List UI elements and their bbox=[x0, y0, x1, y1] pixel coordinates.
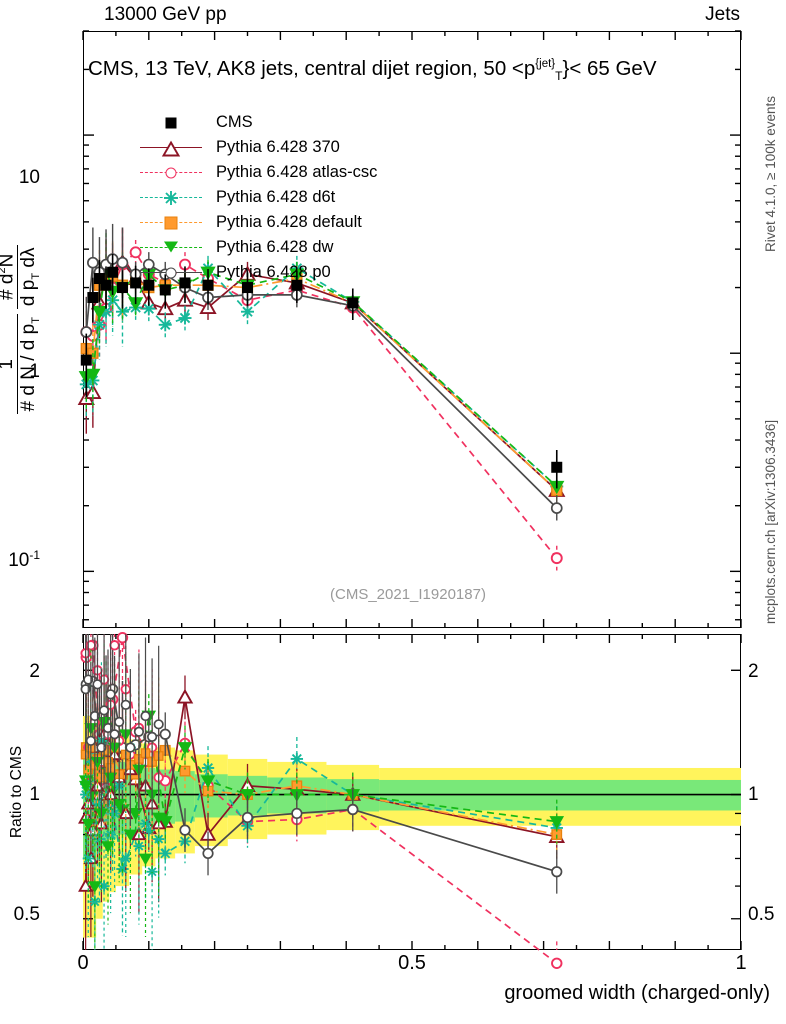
legend-item-pythia-atlas-csc[interactable]: Pythia 6.428 atlas-csc bbox=[140, 160, 377, 185]
dataset-watermark: (CMS_2021_I1920187) bbox=[330, 586, 486, 603]
y-tick-ratio-right-0p5: 0.5 bbox=[748, 904, 775, 925]
legend-key-pythia-atlas-csc bbox=[140, 163, 202, 183]
ratio-y-axis-label: Ratio to CMS bbox=[8, 745, 25, 839]
circle-marker-icon bbox=[165, 167, 177, 178]
y-label-den-b2: dλ bbox=[18, 247, 40, 273]
legend-label-pythia-p0: Pythia 6.428 p0 bbox=[216, 263, 331, 281]
legend-item-pythia-default[interactable]: Pythia 6.428 default bbox=[140, 210, 377, 235]
legend-item-pythia-370[interactable]: Pythia 6.428 370 bbox=[140, 135, 377, 160]
legend-label-pythia-atlas-csc: Pythia 6.428 atlas-csc bbox=[216, 163, 378, 181]
ratio-plot-canvas bbox=[78, 631, 742, 969]
y-tick-ratio-right-1: 1 bbox=[748, 784, 759, 805]
legend-item-pythia-p0[interactable]: Pythia 6.428 p0 bbox=[140, 260, 377, 285]
legend-label-pythia-d6t: Pythia 6.428 d6t bbox=[216, 188, 336, 206]
legend-label-cms: CMS bbox=[216, 113, 253, 131]
square-marker-icon bbox=[165, 117, 177, 128]
legend-key-pythia-dw bbox=[140, 238, 202, 258]
y-label-den-a-sub: T bbox=[29, 317, 42, 324]
rivet-version-note: Rivet 4.1.0, ≥ 100k events bbox=[763, 96, 778, 252]
y-label-den-b: d p bbox=[18, 279, 40, 307]
main-plot-canvas bbox=[77, 30, 742, 628]
triangle-down-marker-icon bbox=[164, 241, 178, 252]
legend-item-pythia-d6t[interactable]: Pythia 6.428 d6t bbox=[140, 185, 377, 210]
y-label-num-b-sup: 2 bbox=[0, 267, 8, 273]
plot-title-subscript: T bbox=[555, 69, 563, 84]
main-y-axis-label: 1 # d N / d pT # d2N d pT dλ bbox=[0, 31, 43, 628]
y-tick-main-0p1: 10-1 bbox=[8, 548, 40, 572]
legend-key-cms bbox=[140, 113, 202, 133]
y-label-num-a: 1 bbox=[0, 359, 17, 370]
header-category-label: Jets bbox=[705, 4, 740, 25]
plot-title-text: CMS, 13 TeV, AK8 jets, central dijet reg… bbox=[88, 57, 536, 80]
plot-title-tail: }< 65 GeV bbox=[562, 57, 657, 80]
star-marker-icon bbox=[163, 190, 179, 206]
plot-title-superscript: {jet} bbox=[535, 58, 556, 71]
y-label-den-b-sub: T bbox=[30, 272, 43, 280]
legend-item-pythia-dw[interactable]: Pythia 6.428 dw bbox=[140, 235, 377, 260]
y-label-num-b: # d bbox=[0, 274, 17, 300]
y-tick-ratio-2: 2 bbox=[29, 661, 40, 682]
y-label-num-b2: N bbox=[0, 254, 17, 268]
y-tick-ratio-0p5: 0.5 bbox=[13, 904, 40, 925]
filled-square-marker-icon bbox=[164, 216, 178, 229]
x-tick-0: 0 bbox=[77, 952, 89, 974]
x-axis-label: groomed width (charged-only) bbox=[504, 982, 770, 1004]
legend: CMS Pythia 6.428 370 Pythia 6.428 atlas-… bbox=[140, 110, 377, 285]
x-tick-0p5: 0.5 bbox=[398, 952, 426, 974]
mcplots-source-note: mcplots.cern.ch [arXiv:1306.3436] bbox=[763, 419, 778, 624]
triangle-up-marker-icon bbox=[161, 140, 181, 156]
y-tick-ratio-1: 1 bbox=[29, 784, 40, 805]
y-tick-main-1: 1 bbox=[29, 361, 40, 382]
legend-label-pythia-default: Pythia 6.428 default bbox=[216, 213, 362, 231]
legend-item-cms[interactable]: CMS bbox=[140, 110, 377, 135]
legend-key-pythia-default bbox=[140, 213, 202, 233]
legend-label-pythia-370: Pythia 6.428 370 bbox=[216, 138, 340, 156]
y-tick-main-10: 10 bbox=[18, 167, 40, 188]
legend-key-pythia-d6t bbox=[140, 188, 202, 208]
y-tick-main-0p1-exponent: -1 bbox=[29, 547, 40, 562]
y-tick-ratio-right-2: 2 bbox=[748, 661, 759, 682]
legend-label-pythia-dw: Pythia 6.428 dw bbox=[216, 238, 334, 256]
header-beam-label: 13000 GeV pp bbox=[104, 4, 227, 25]
plot-title: CMS, 13 TeV, AK8 jets, central dijet reg… bbox=[88, 57, 657, 83]
legend-key-pythia-370 bbox=[140, 138, 202, 158]
open-circle-marker-icon bbox=[165, 267, 177, 278]
x-tick-1: 1 bbox=[735, 952, 747, 974]
legend-key-pythia-p0 bbox=[140, 263, 202, 283]
y-tick-main-0p1-mantissa: 10 bbox=[8, 550, 30, 572]
